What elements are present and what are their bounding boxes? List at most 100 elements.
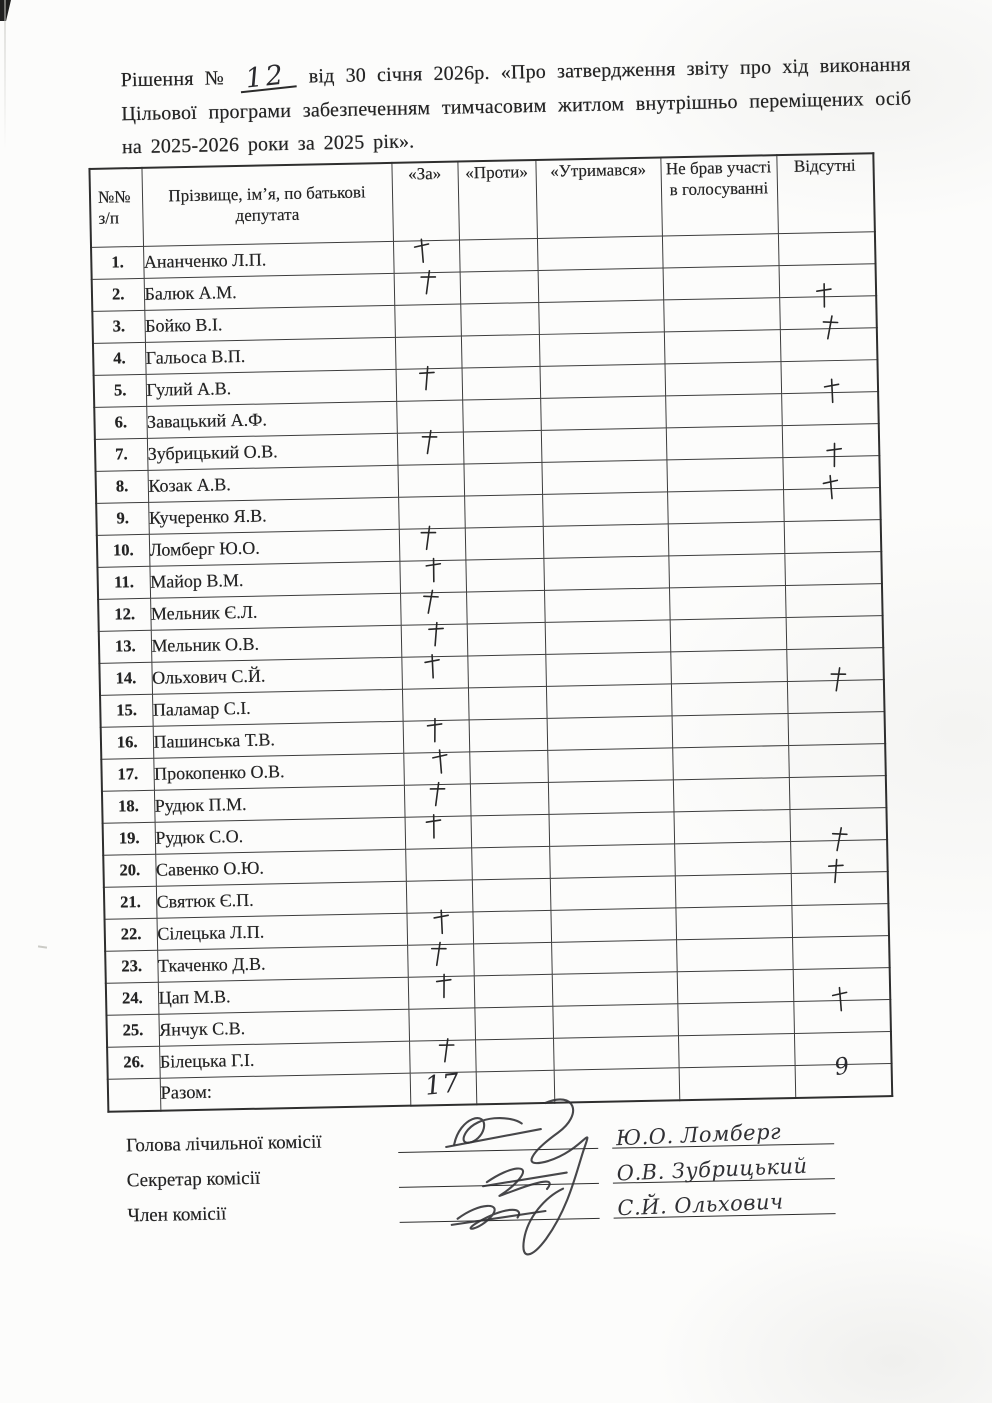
table-row: 4. Гальоса В.П. — [92, 314, 878, 375]
cell-vidsutni — [786, 666, 885, 714]
cell-utrymavsia — [547, 747, 673, 782]
cell-name: Янчук С.В. — [158, 1008, 410, 1046]
cell-utrymavsia — [549, 843, 675, 878]
cell-num: 3. — [92, 309, 145, 343]
cell-name: Рудюк П.М. — [153, 784, 405, 822]
header-number: №№ з/п — [89, 167, 144, 247]
cell-ne-brav — [675, 905, 793, 940]
cell-za — [409, 1037, 476, 1073]
cell-utrymavsia — [540, 427, 667, 462]
cell-name: Гальоса В.П. — [144, 336, 396, 374]
cell-vidsutni — [788, 743, 886, 778]
cell-proty — [458, 237, 538, 272]
vote-plus-mark — [431, 907, 452, 935]
cell-za — [398, 525, 466, 561]
cell-ne-brav — [677, 1000, 794, 1036]
table-row: 25. Янчук С.В. — [106, 986, 891, 1047]
title-text: від 30 січня 2026р. «Про затвердження зв… — [121, 53, 912, 159]
cell-name: Ткаченко Д.В. — [157, 944, 408, 982]
table-row: 14. Ольхович С.Й. — [99, 647, 884, 695]
cell-proty — [473, 941, 552, 976]
cell-ne-brav — [674, 841, 791, 876]
cell-vidsutni — [783, 474, 881, 522]
vote-plus-mark — [820, 313, 841, 341]
vote-plus-mark — [820, 472, 842, 500]
cell-ne-brav — [672, 745, 789, 780]
cell-num: 7. — [94, 437, 148, 471]
cell-name: Пашинська Т.В. — [152, 720, 404, 758]
cell-name: Мельник О.В. — [150, 624, 402, 662]
cell-vidsutni — [777, 231, 876, 266]
handwritten-signatory-name: С.Й. Ольхович — [616, 1189, 785, 1221]
signature-name-line: О.В. Зубрицький — [612, 1148, 835, 1186]
cell-proty — [460, 301, 539, 336]
cell-num: 18. — [101, 789, 155, 823]
handwritten-signatory-name: Ю.О. Ломберг — [615, 1119, 782, 1151]
cell-utrymavsia — [543, 555, 669, 590]
vote-plus-mark — [825, 441, 844, 468]
cell-ne-brav — [672, 777, 790, 812]
cell-vidsutni — [792, 935, 890, 969]
cell-ne-brav — [670, 649, 787, 684]
cell-num: 21. — [103, 885, 157, 919]
cell-name: Цап М.В. — [157, 976, 409, 1014]
cell-ne-brav — [667, 521, 785, 556]
table-row: 20. Савенко О.Ю. — [103, 826, 888, 887]
cell-num: 12. — [98, 597, 151, 631]
vote-plus-mark — [419, 428, 439, 455]
cell-name: Завацький А.Ф. — [146, 400, 397, 438]
table-row: 12. Мельник Є.Л. — [98, 583, 883, 631]
header-name: Прізвище, ім’я, по батькові депутата — [141, 162, 393, 246]
cell-num: 19. — [102, 821, 156, 855]
vote-plus-mark — [827, 857, 845, 883]
cell-za — [405, 879, 473, 913]
cell-za — [397, 463, 465, 497]
cell-num: 25. — [106, 1013, 160, 1047]
table-row: 19. Рудюк С.О. — [102, 807, 888, 855]
cell-num: 15. — [100, 693, 153, 727]
cell-vidsutni — [782, 442, 881, 490]
cell-num — [107, 1077, 161, 1112]
cell-proty — [463, 461, 543, 496]
handwritten-decision-number: 12 — [238, 60, 297, 95]
cell-proty — [471, 877, 551, 912]
vote-plus-mark — [427, 621, 445, 647]
cell-utrymavsia — [536, 235, 663, 270]
cell-name: Білецька Г.І. — [159, 1040, 410, 1078]
cell-proty — [459, 269, 539, 304]
cell-name: Козак А.В. — [147, 464, 399, 502]
table-row: 1. Ананченко Л.П. — [91, 231, 876, 279]
cell-ne-brav — [670, 681, 788, 716]
table-row: 21. Святюк Є.П. — [103, 858, 889, 919]
cell-za — [405, 847, 472, 881]
cell-vidsutni — [791, 903, 890, 937]
cell-vidsutni — [784, 583, 883, 618]
cell-num: 1. — [91, 245, 144, 279]
cell-za — [394, 335, 462, 369]
cell-proty — [473, 973, 553, 1008]
cell-num: 10. — [96, 533, 150, 567]
cell-za — [400, 621, 468, 657]
cell-name: Паламар С.І. — [152, 688, 403, 726]
cell-num: 16. — [100, 725, 154, 759]
signature-name-line: Ю.О. Ломберг — [611, 1113, 835, 1151]
cell-utrymavsia — [546, 715, 673, 750]
cell-ne-brav — [665, 393, 782, 428]
cell-utrymavsia — [540, 395, 666, 430]
cell-num: 13. — [98, 629, 152, 663]
cell-num: 14. — [99, 661, 153, 695]
cell-ne-brav — [673, 809, 791, 844]
cell-proty — [460, 333, 540, 368]
cell-proty — [462, 397, 541, 432]
cell-proty — [468, 717, 548, 752]
signature-name-line: С.Й. Ольхович — [613, 1183, 836, 1221]
vote-plus-mark — [424, 812, 444, 839]
table-row: 10. Ломберг Ю.О. — [96, 519, 882, 567]
cell-vidsutni — [793, 986, 891, 1033]
cell-utrymavsia — [550, 907, 677, 942]
cell-proty — [466, 621, 546, 656]
cell-za — [399, 557, 467, 593]
cell-proty — [466, 589, 545, 624]
cell-proty — [461, 365, 541, 400]
